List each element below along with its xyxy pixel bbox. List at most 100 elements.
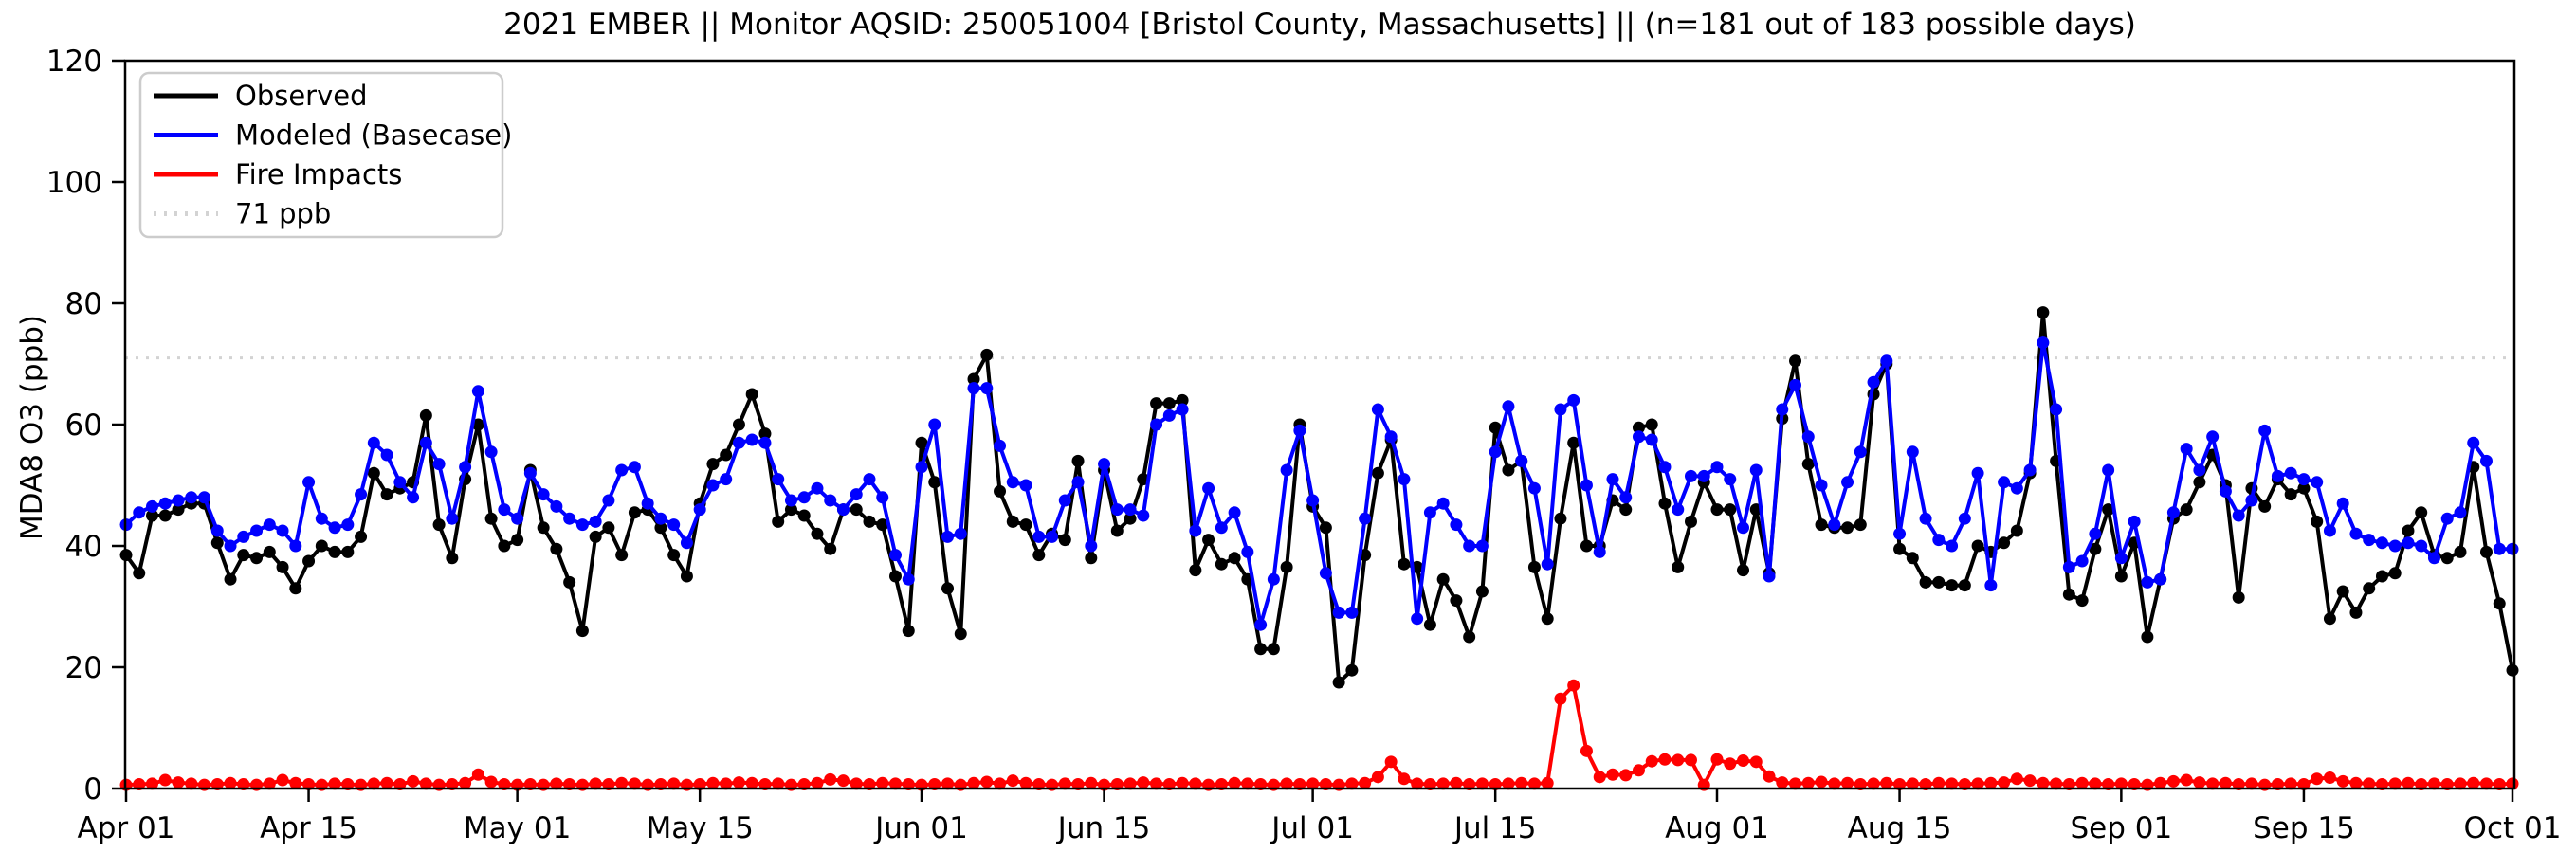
series-marker-fire (1058, 777, 1071, 790)
series-marker-observed (550, 542, 563, 555)
series-marker-fire (1737, 754, 1750, 768)
series-marker-observed (1541, 612, 1554, 626)
series-marker-observed (2479, 545, 2493, 558)
series-marker-observed (419, 408, 432, 422)
series-marker-modeled (158, 497, 172, 510)
series-marker-observed (341, 545, 355, 558)
series-marker-observed (1398, 557, 1411, 571)
series-marker-observed (1971, 539, 1984, 553)
series-marker-observed (941, 582, 955, 595)
series-marker-observed (1162, 397, 1176, 410)
series-marker-observed (888, 570, 902, 583)
series-marker-modeled (1554, 403, 1567, 416)
series-marker-modeled (954, 527, 967, 540)
series-marker-fire (2154, 776, 2167, 789)
x-tick-label: May 15 (646, 811, 753, 845)
series-marker-fire (276, 773, 289, 787)
series-marker-fire (1554, 692, 1567, 705)
series-marker-fire (2349, 776, 2363, 789)
series-marker-modeled (2010, 481, 2023, 495)
series-marker-observed (2415, 506, 2428, 519)
series-marker-modeled (407, 491, 420, 504)
series-marker-modeled (745, 433, 758, 446)
series-marker-observed (446, 552, 459, 565)
series-marker-modeled (2415, 539, 2428, 553)
legend-box (138, 71, 504, 239)
series-marker-fire (2427, 777, 2440, 790)
series-marker-modeled (1580, 479, 1593, 492)
series-marker-modeled (315, 512, 328, 525)
series-marker-modeled (2454, 506, 2467, 519)
series-marker-observed (133, 567, 146, 580)
series-marker-modeled (1763, 570, 1776, 583)
series-marker-modeled (2166, 506, 2180, 519)
chart-title: 2021 EMBER || Monitor AQSID: 250051004 [… (503, 8, 2136, 42)
series-marker-modeled (328, 521, 341, 535)
series-marker-fire (2037, 776, 2050, 789)
x-tick-label: Jul 01 (1270, 811, 1354, 845)
series-marker-modeled (1724, 473, 1737, 486)
series-marker-observed (1436, 572, 1450, 586)
series-marker-observed (1502, 463, 1515, 477)
series-marker-observed (1815, 518, 1828, 532)
series-marker-observed (1932, 575, 1946, 589)
series-marker-fire (2388, 777, 2402, 790)
series-marker-observed (2336, 585, 2349, 598)
series-marker-modeled (1228, 506, 1241, 519)
legend-label: Modeled (Basecase) (235, 119, 512, 152)
series-marker-fire (1280, 777, 1293, 790)
series-marker-modeled (1854, 445, 1867, 459)
y-tick-label: 100 (46, 166, 102, 200)
series-marker-observed (850, 503, 863, 517)
series-marker-fire (1815, 775, 1828, 789)
x-tick-label: Jun 01 (873, 811, 968, 845)
series-marker-observed (2062, 588, 2075, 601)
series-marker-modeled (1632, 430, 1645, 444)
series-marker-observed (2363, 582, 2376, 595)
series-marker-modeled (1841, 476, 1854, 489)
series-marker-modeled (2258, 424, 2272, 437)
series-marker-observed (1280, 560, 1293, 573)
series-marker-fire (2402, 776, 2415, 789)
series-marker-modeled (732, 436, 745, 449)
series-marker-modeled (1658, 461, 1672, 474)
series-marker-modeled (1332, 606, 1345, 619)
series-marker-fire (745, 776, 758, 789)
series-marker-observed (876, 518, 889, 532)
x-tick-label: Apr 01 (78, 811, 175, 845)
series-marker-modeled (1280, 463, 1293, 477)
series-marker-modeled (289, 539, 302, 553)
series-marker-modeled (1371, 403, 1384, 416)
series-marker-fire (1006, 774, 1019, 788)
series-marker-modeled (1475, 539, 1489, 553)
series-marker-modeled (641, 497, 654, 510)
y-tick-label: 20 (65, 651, 102, 685)
series-marker-modeled (1801, 430, 1815, 444)
series-marker-modeled (1697, 469, 1710, 482)
series-marker-fire (289, 776, 302, 789)
series-marker-modeled (1124, 503, 1137, 517)
series-marker-fire (772, 777, 785, 790)
series-marker-fire (419, 777, 432, 790)
series-marker-modeled (1919, 512, 1932, 525)
series-marker-fire (2166, 774, 2180, 788)
series-marker-modeled (2075, 554, 2089, 568)
series-marker-observed (1946, 579, 1959, 592)
series-marker-fire (1475, 777, 1489, 790)
series-marker-fire (720, 777, 733, 790)
series-marker-fire (2323, 771, 2336, 784)
series-marker-observed (1110, 524, 1124, 537)
series-marker-observed (1475, 585, 1489, 598)
series-marker-observed (811, 527, 824, 540)
series-marker-modeled (2402, 536, 2415, 550)
series-marker-modeled (1384, 430, 1398, 444)
series-marker-modeled (1893, 527, 1907, 540)
x-tick-label: Aug 15 (1848, 811, 1952, 845)
series-marker-fire (1710, 753, 1724, 766)
y-tick-label: 0 (83, 772, 102, 807)
series-marker-modeled (2154, 572, 2167, 586)
series-marker-observed (276, 560, 289, 573)
series-marker-modeled (654, 512, 667, 525)
series-marker-fire (1841, 776, 1854, 789)
